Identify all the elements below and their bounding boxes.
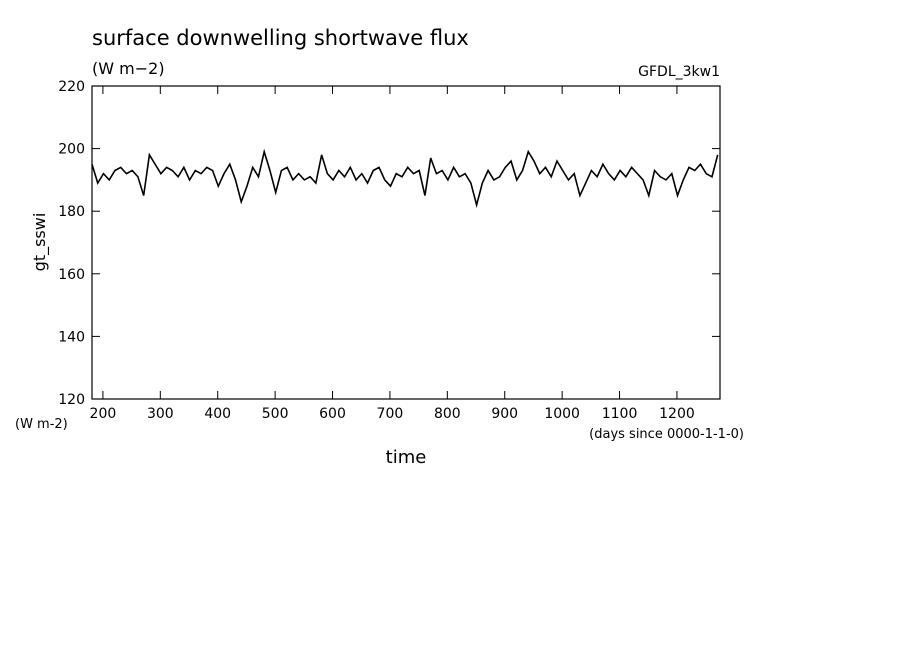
x-tick-label: 400: [204, 406, 231, 422]
y-tick-label: 220: [58, 79, 85, 95]
x-tick-label: 200: [90, 406, 117, 422]
x-tick-label: 900: [491, 406, 518, 422]
x-tick-label: 1000: [544, 406, 580, 422]
chart-title: surface downwelling shortwave flux: [92, 26, 469, 50]
x-tick-label: 300: [147, 406, 174, 422]
annotation: GFDL_3kw1: [638, 64, 720, 80]
data-line: [91, 148, 719, 209]
plot-frame: [91, 85, 721, 400]
x-tick-label: 1200: [659, 406, 695, 422]
x-units: (days since 0000-1-1-0): [589, 427, 744, 442]
x-tick-label: 600: [319, 406, 346, 422]
y-tick-label: 180: [58, 204, 85, 220]
y-tick-label: 200: [58, 142, 85, 158]
x-tick-label: 700: [377, 406, 404, 422]
y-tick-label: 160: [58, 267, 85, 283]
y-units: (W m-2): [15, 417, 68, 432]
x-tick-label: 500: [262, 406, 289, 422]
y-tick-label: 140: [58, 329, 85, 345]
y-axis-label: gt_sswi: [30, 213, 50, 272]
y-tick-label: 120: [58, 392, 85, 408]
x-tick-label: 800: [434, 406, 461, 422]
subtitle: (W m−2): [92, 59, 165, 78]
x-tick-label: 1100: [602, 406, 638, 422]
x-axis-label: time: [386, 447, 427, 468]
